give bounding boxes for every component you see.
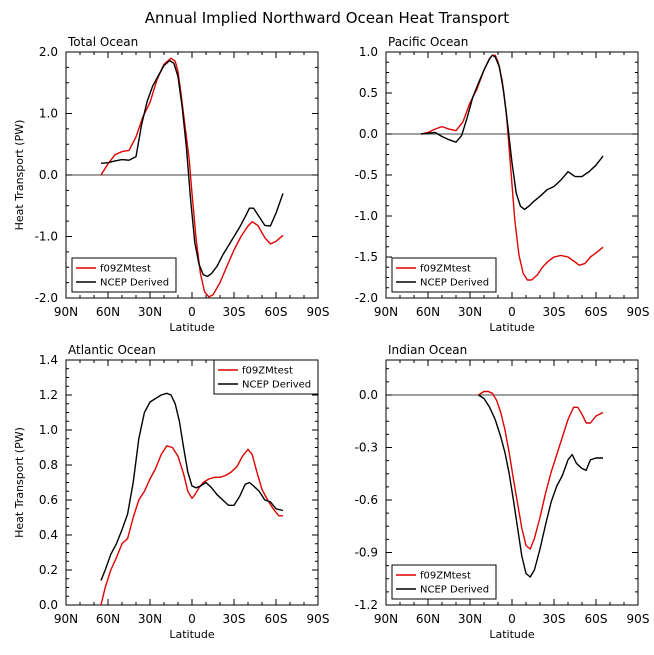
- pacific-ocean-x-tick-label: 0: [508, 305, 516, 319]
- atlantic-ocean-x-tick-label: 0: [188, 612, 196, 626]
- indian-ocean-y-tick-label: -0.6: [355, 493, 378, 507]
- pacific-ocean-y-tick-label: -2.0: [355, 291, 378, 305]
- atlantic-ocean-legend-label: f09ZMtest: [242, 366, 293, 377]
- indian-ocean-title: Indian Ocean: [388, 343, 467, 357]
- atlantic-ocean-x-tick-label: 90S: [307, 612, 330, 626]
- indian-ocean-legend: f09ZMtest NCEP Derived: [391, 564, 497, 600]
- atlantic-ocean-y-tick-label: 0.2: [39, 563, 58, 577]
- total-ocean-x-tick-label: 30N: [138, 305, 162, 319]
- indian-ocean-y-tick-label: -0.3: [355, 441, 378, 455]
- total-ocean-y-axis-label: Heat Transport (PW): [13, 120, 26, 231]
- indian-ocean-y-tick-label: 0.0: [359, 388, 378, 402]
- atlantic-ocean-x-tick-label: 90N: [54, 612, 78, 626]
- atlantic-ocean-title: Atlantic Ocean: [68, 343, 156, 357]
- pacific-ocean-x-tick-label: 90N: [374, 305, 398, 319]
- pacific-ocean-y-tick-label: 0.5: [359, 86, 378, 100]
- indian-ocean-legend-label: NCEP Derived: [420, 585, 489, 596]
- indian-ocean-x-tick-label: 0: [508, 612, 516, 626]
- pacific-ocean-y-tick-label: -0.5: [355, 168, 378, 182]
- pacific-ocean-title: Pacific Ocean: [388, 35, 468, 49]
- pacific-ocean-series-ncep-derived: [420, 54, 604, 211]
- total-ocean-legend-label: NCEP Derived: [100, 278, 169, 289]
- figure-title: Annual Implied Northward Ocean Heat Tran…: [145, 9, 510, 27]
- atlantic-ocean-x-tick-label: 30S: [223, 612, 246, 626]
- total-ocean-y-tick-label: -2.0: [35, 291, 58, 305]
- indian-ocean-panel: 90N 60N 30N 0 30S 60S 90S -1.2 -0.9 -0.6 -0.3 0.0 In…: [355, 343, 650, 641]
- pacific-ocean-legend-label: NCEP Derived: [420, 278, 489, 289]
- atlantic-ocean-x-tick-label: 30N: [138, 612, 162, 626]
- total-ocean-x-tick-label: 60S: [265, 305, 288, 319]
- total-ocean-y-tick-label: 2.0: [39, 45, 58, 59]
- atlantic-ocean-y-tick-label: 1.2: [39, 388, 58, 402]
- pacific-ocean-x-tick-label: 60N: [416, 305, 440, 319]
- total-ocean-legend-label: f09ZMtest: [100, 264, 151, 275]
- indian-ocean-legend-box: [391, 564, 497, 600]
- total-ocean-x-tick-label: 90S: [307, 305, 330, 319]
- total-ocean-y-tick-label: 1.0: [39, 107, 58, 121]
- indian-ocean-x-axis-label: Latitude: [489, 628, 535, 641]
- pacific-ocean-x-axis-label: Latitude: [489, 321, 535, 334]
- pacific-ocean-y-tick-label: -1.5: [355, 250, 378, 264]
- indian-ocean-y-tick-label: -1.2: [355, 598, 378, 612]
- pacific-ocean-x-tick-label: 30N: [458, 305, 482, 319]
- atlantic-ocean-series-ncep-derived: [100, 392, 284, 581]
- indian-ocean-series-ncep-derived: [478, 394, 603, 578]
- atlantic-ocean-x-axis-label: Latitude: [169, 628, 215, 641]
- indian-ocean-legend-label: f09ZMtest: [420, 571, 471, 582]
- total-ocean-legend-box: [71, 257, 177, 293]
- pacific-ocean-x-tick-label: 30S: [543, 305, 566, 319]
- atlantic-ocean-y-tick-label: 0.4: [39, 528, 58, 542]
- pacific-ocean-legend-box: [391, 257, 497, 293]
- total-ocean-x-tick-label: 90N: [54, 305, 78, 319]
- atlantic-ocean-frame: [65, 359, 319, 606]
- pacific-ocean-y-tick-label: 0.0: [359, 127, 378, 141]
- total-ocean-x-tick-label: 30S: [223, 305, 246, 319]
- atlantic-ocean-x-tick-label: 60N: [96, 612, 120, 626]
- indian-ocean-y-tick-label: -0.9: [355, 546, 378, 560]
- total-ocean-y-tick-label: 0.0: [39, 168, 58, 182]
- indian-ocean-series-f09zmtest: [478, 390, 604, 550]
- total-ocean-y-tick-label: -1.0: [35, 230, 58, 244]
- total-ocean-x-axis-label: Latitude: [169, 321, 215, 334]
- total-ocean-x-tick-label: 0: [188, 305, 196, 319]
- total-ocean-series-f09zmtest: [100, 57, 284, 298]
- pacific-ocean-legend: f09ZMtest NCEP Derived: [391, 257, 497, 293]
- atlantic-ocean-legend-label: NCEP Derived: [242, 380, 311, 391]
- pacific-ocean-y-tick-label: -1.0: [355, 209, 378, 223]
- atlantic-ocean-x-tick-label: 60S: [265, 612, 288, 626]
- atlantic-ocean-series-f09zmtest: [100, 445, 283, 606]
- total-ocean-x-tick-label: 60N: [96, 305, 120, 319]
- atlantic-ocean-y-tick-label: 0.6: [39, 493, 58, 507]
- indian-ocean-x-tick-label: 60N: [416, 612, 440, 626]
- atlantic-ocean-legend: f09ZMtest NCEP Derived: [213, 359, 319, 395]
- indian-ocean-x-tick-label: 90N: [374, 612, 398, 626]
- indian-ocean-x-tick-label: 90S: [627, 612, 650, 626]
- indian-ocean-x-tick-label: 30N: [458, 612, 482, 626]
- total-ocean-panel: 90N 60N 30N 0 30S 60S 90S -2.0 -1.0 0.0 1.0 2.0 Tota…: [13, 35, 329, 334]
- atlantic-ocean-y-tick-label: 0.0: [39, 598, 58, 612]
- total-ocean-legend: f09ZMtest NCEP Derived: [71, 257, 177, 293]
- atlantic-ocean-y-tick-label: 1.4: [39, 353, 58, 367]
- pacific-ocean-x-tick-label: 60S: [585, 305, 608, 319]
- pacific-ocean-x-tick-label: 90S: [627, 305, 650, 319]
- atlantic-ocean-y-tick-label: 0.8: [39, 458, 58, 472]
- indian-ocean-x-tick-label: 60S: [585, 612, 608, 626]
- total-ocean-series-ncep-derived: [100, 59, 284, 278]
- pacific-ocean-series-f09zmtest: [420, 54, 604, 281]
- pacific-ocean-y-tick-label: 1.0: [359, 45, 378, 59]
- pacific-ocean-legend-label: f09ZMtest: [420, 264, 471, 275]
- atlantic-ocean-legend-box: [213, 359, 319, 395]
- atlantic-ocean-y-axis-label: Heat Transport (PW): [13, 427, 26, 538]
- pacific-ocean-panel: 90N 60N 30N 0 30S 60S 90S -2.0 -1.5 -1.0 -0.5 0.0 0.…: [355, 35, 650, 334]
- panels: 90N 60N 30N 0 30S 60S 90S -2.0 -1.0 0.0 1.0 2.0 Tota…: [13, 35, 649, 641]
- atlantic-ocean-y-tick-label: 1.0: [39, 423, 58, 437]
- total-ocean-title: Total Ocean: [67, 35, 138, 49]
- indian-ocean-x-tick-label: 30S: [543, 612, 566, 626]
- atlantic-ocean-panel: 90N 60N 30N 0 30S 60S 90S 0.0 0.2 0.4 0.6 0.8 1.0 1.2…: [13, 343, 329, 641]
